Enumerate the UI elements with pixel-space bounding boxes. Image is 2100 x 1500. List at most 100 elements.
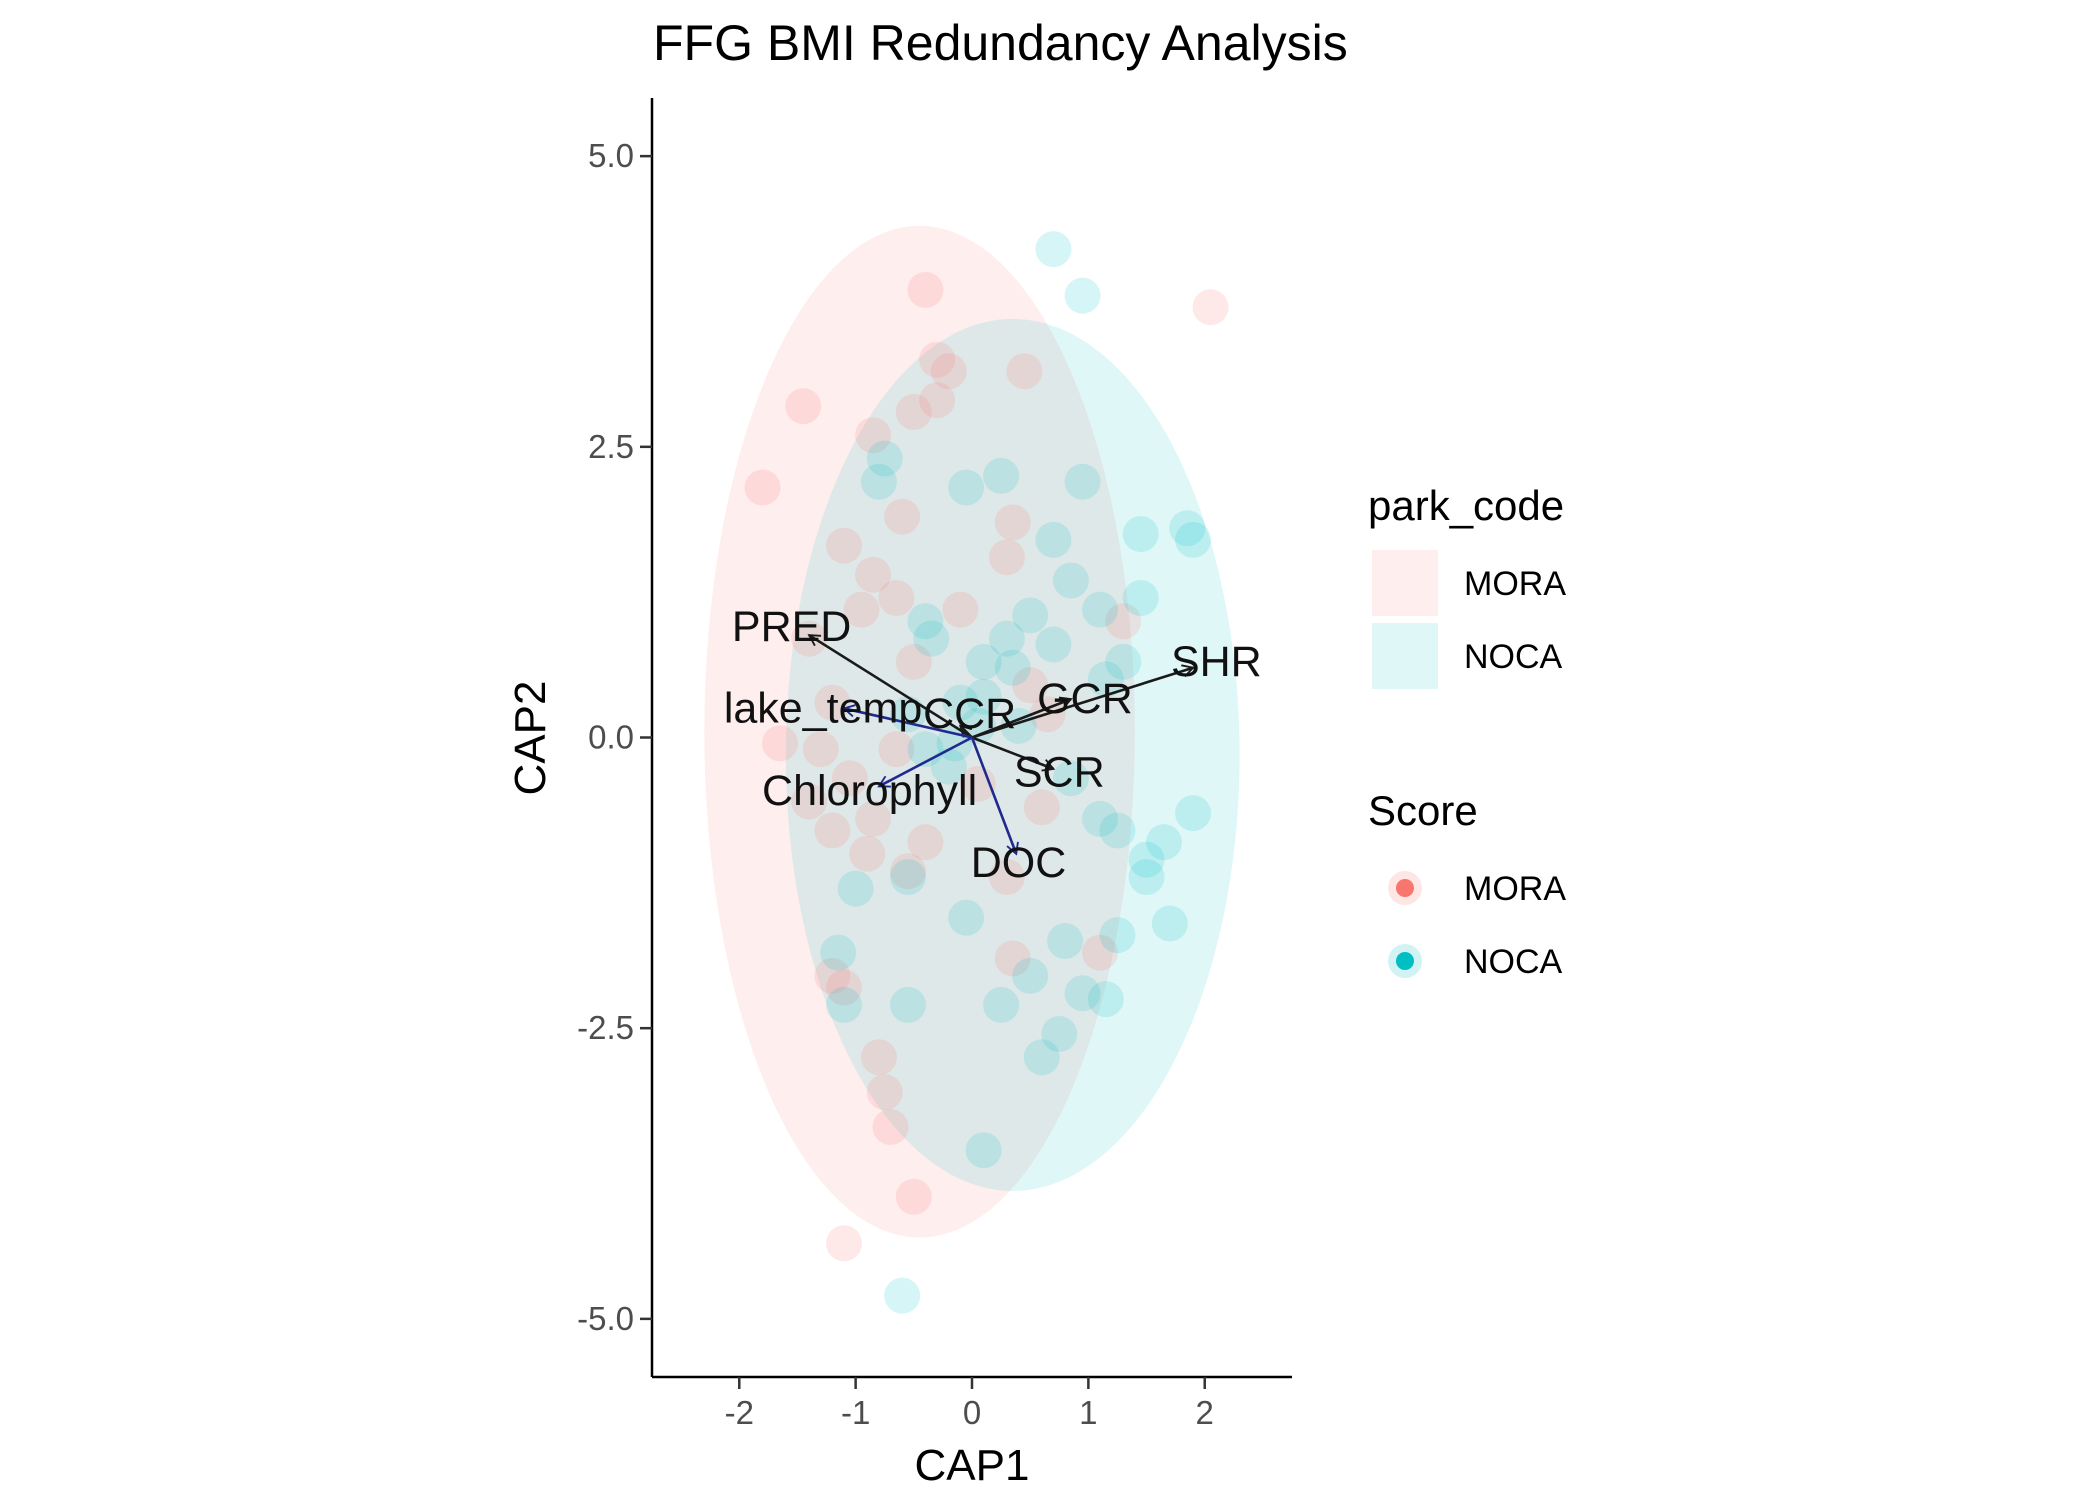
point-noca-36: [837, 870, 874, 907]
point-noca-9: [1169, 510, 1206, 547]
point-noca-45: [983, 986, 1020, 1023]
x-tick-label: -1: [841, 1394, 870, 1431]
arrow-gcr: [971, 696, 1073, 739]
point-mora-15: [988, 539, 1025, 576]
arrow-label-pred: PRED: [732, 603, 851, 651]
y-tick-label: 2.5: [588, 428, 634, 465]
legend-label-mora: MORA: [1464, 565, 1566, 603]
arrow-shr: [971, 664, 1195, 739]
arrow-chlorophyll: [877, 736, 973, 788]
point-noca-46: [1012, 957, 1049, 994]
point-mora-2: [919, 341, 956, 378]
point-noca-7: [1035, 521, 1072, 558]
point-noca-50: [1023, 1039, 1060, 1076]
x-tick-label: 0: [963, 1394, 981, 1431]
legend-label-noca: NOCA: [1464, 943, 1563, 981]
ellipses-layer: [704, 225, 1240, 1238]
point-noca-23: [890, 696, 926, 733]
point-noca-51: [965, 1132, 1002, 1169]
legend-point-noca: [1396, 952, 1414, 970]
point-mora-32: [890, 853, 926, 890]
point-mora-7: [919, 382, 956, 419]
arrow-doc: [970, 737, 1019, 856]
point-noca-33: [1175, 795, 1212, 832]
point-noca-25: [965, 678, 1002, 715]
point-mora-25: [878, 731, 915, 768]
point-noca-32: [1146, 824, 1182, 861]
point-mora-34: [1082, 934, 1118, 971]
point-noca-4: [948, 469, 985, 506]
y-axis-label: CAP2: [506, 681, 555, 796]
y-tick-label: -5.0: [577, 1300, 634, 1337]
point-noca-38: [948, 899, 985, 936]
point-mora-23: [762, 725, 798, 762]
point-mora-26: [831, 760, 868, 797]
point-noca-3: [860, 463, 897, 500]
point-mora-18: [1105, 603, 1142, 640]
chart-title: FFG BMI Redundancy Analysis: [653, 15, 1348, 71]
point-noca-52: [884, 1277, 921, 1314]
point-noca-43: [826, 986, 862, 1023]
point-mora-14: [878, 579, 915, 616]
point-mora-17: [942, 591, 979, 628]
legend-title-park-code: park_code: [1368, 482, 1564, 529]
legend-label-noca: NOCA: [1464, 638, 1563, 676]
legend-swatch-mora: [1372, 550, 1438, 616]
point-mora-39: [872, 1109, 909, 1146]
arrow-label-gcr: GCR: [1037, 675, 1133, 723]
point-noca-12: [1082, 591, 1118, 628]
point-noca-31: [1099, 812, 1136, 849]
arrow-label-shr: SHR: [1171, 638, 1262, 686]
point-noca-15: [913, 620, 950, 657]
point-mora-41: [826, 1225, 862, 1262]
point-mora-4: [1006, 353, 1043, 390]
point-mora-31: [1023, 789, 1060, 826]
x-tick-label: -2: [725, 1394, 754, 1431]
point-mora-9: [744, 469, 781, 506]
point-noca-18: [1035, 626, 1072, 663]
point-mora-10: [884, 498, 921, 535]
point-noca-35: [1128, 859, 1165, 896]
point-mora-35: [814, 957, 851, 994]
point-mora-30: [849, 835, 886, 872]
legend-point-mora: [1396, 879, 1414, 897]
point-noca-8: [1122, 516, 1159, 553]
arrow-lake_temp: [842, 704, 973, 739]
point-mora-44: [907, 824, 944, 861]
legend: park_code MORA NOCA Score MORA NOCA: [1368, 482, 1566, 981]
arrow-label-lake_temp: lake_temp: [724, 684, 922, 732]
arrow-ccr: [959, 724, 973, 739]
point-noca-2: [866, 440, 903, 477]
legend-title-score: Score: [1368, 787, 1478, 834]
point-mora-0: [907, 271, 944, 308]
arrow-label-chlorophyll: Chlorophyll: [762, 767, 977, 815]
point-mora-37: [860, 1039, 897, 1076]
point-noca-41: [1151, 905, 1188, 942]
point-mora-40: [895, 1178, 932, 1215]
point-mora-45: [988, 859, 1025, 896]
point-mora-5: [785, 388, 822, 425]
point-mora-22: [814, 684, 851, 721]
x-tick-label: 1: [1079, 1394, 1097, 1431]
point-mora-38: [866, 1074, 903, 1111]
point-noca-16: [1012, 597, 1049, 634]
point-noca-21: [1087, 661, 1124, 698]
x-axis-label: CAP1: [915, 1441, 1030, 1490]
point-noca-34: [1128, 841, 1165, 878]
point-mora-6: [895, 393, 932, 430]
point-mora-8: [855, 417, 892, 454]
ellipse-noca: [785, 318, 1240, 1191]
point-noca-14: [907, 603, 944, 640]
point-mora-16: [843, 591, 880, 628]
point-noca-10: [1175, 521, 1212, 558]
point-mora-20: [895, 643, 932, 680]
point-noca-0: [1035, 231, 1072, 268]
point-noca-48: [1087, 981, 1124, 1018]
point-noca-47: [1064, 975, 1101, 1012]
point-noca-37: [890, 859, 926, 896]
point-noca-22: [1105, 643, 1142, 680]
arrow-label-scr: SCR: [1014, 748, 1105, 796]
arrow-label-doc: DOC: [971, 839, 1067, 887]
